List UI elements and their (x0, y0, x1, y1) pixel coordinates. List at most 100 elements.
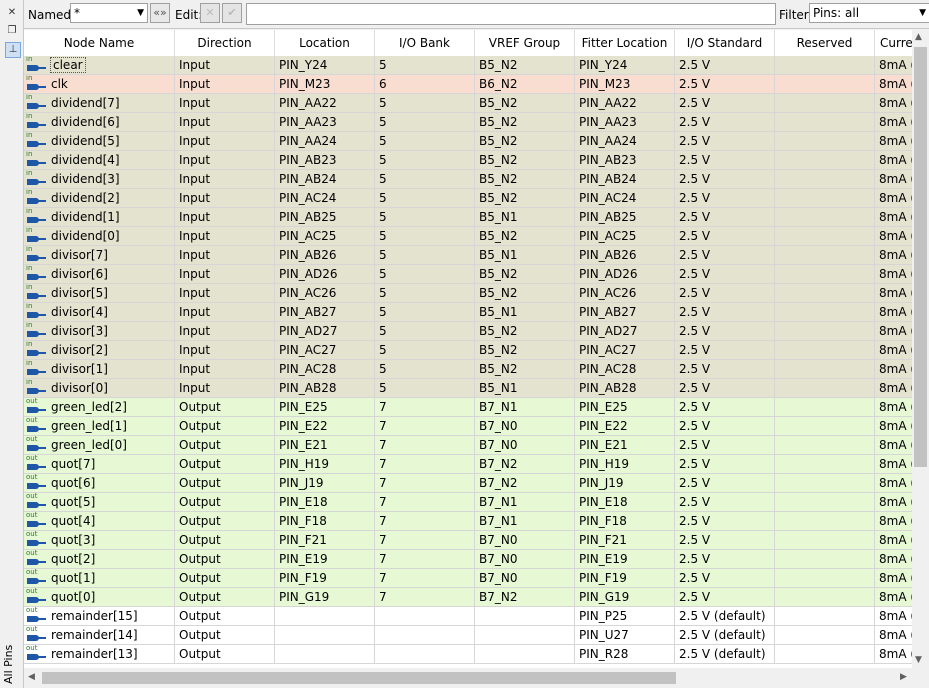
cell-fitter-location[interactable]: PIN_AB25 (575, 208, 675, 227)
scroll-left-icon[interactable]: ◀ (28, 672, 35, 682)
table-row[interactable]: in divisor[5] Input PIN_AC26 5 B5_N2 PIN_AC26 2… (24, 284, 912, 303)
horizontal-scroll-thumb[interactable] (42, 672, 676, 684)
cell-node-name[interactable]: out quot[4] (24, 512, 175, 531)
cell-vref-group[interactable]: B7_N2 (475, 455, 575, 474)
cell-location[interactable] (275, 607, 375, 626)
cell-node-name[interactable]: out quot[7] (24, 455, 175, 474)
cell-current-strength[interactable]: 8mA (default) (875, 56, 912, 75)
cell-direction[interactable]: Input (175, 151, 275, 170)
cell-vref-group[interactable]: B5_N2 (475, 151, 575, 170)
cell-location[interactable]: PIN_AB23 (275, 151, 375, 170)
cell-reserved[interactable] (775, 208, 875, 227)
cell-io-bank[interactable]: 7 (375, 512, 475, 531)
column-header-io-bank[interactable]: I/O Bank (375, 30, 475, 56)
cell-io-bank[interactable]: 5 (375, 208, 475, 227)
cell-fitter-location[interactable]: PIN_AC27 (575, 341, 675, 360)
cell-io-bank[interactable]: 5 (375, 265, 475, 284)
cell-reserved[interactable] (775, 227, 875, 246)
cell-fitter-location[interactable]: PIN_AB23 (575, 151, 675, 170)
cell-vref-group[interactable] (475, 626, 575, 645)
cell-fitter-location[interactable]: PIN_E18 (575, 493, 675, 512)
cell-vref-group[interactable]: B5_N2 (475, 113, 575, 132)
cell-io-bank[interactable]: 5 (375, 94, 475, 113)
cell-current-strength[interactable]: 8mA (default) (875, 132, 912, 151)
cell-node-name[interactable]: in clk (24, 75, 175, 94)
cell-reserved[interactable] (775, 436, 875, 455)
cell-location[interactable]: PIN_AC25 (275, 227, 375, 246)
table-row[interactable]: in divisor[4] Input PIN_AB27 5 B5_N1 PIN_AB27 2… (24, 303, 912, 322)
cell-node-name[interactable]: out green_led[2] (24, 398, 175, 417)
cell-vref-group[interactable]: B7_N1 (475, 493, 575, 512)
cell-fitter-location[interactable]: PIN_E19 (575, 550, 675, 569)
cell-direction[interactable]: Output (175, 512, 275, 531)
cell-fitter-location[interactable]: PIN_E25 (575, 398, 675, 417)
table-row[interactable]: out green_led[1] Output PIN_E22 7 B7_N0 PIN_E2… (24, 417, 912, 436)
cell-current-strength[interactable]: 8mA (default) (875, 303, 912, 322)
cell-io-standard[interactable]: 2.5 V (675, 588, 775, 607)
cell-direction[interactable]: Output (175, 436, 275, 455)
cell-io-standard[interactable]: 2.5 V (675, 569, 775, 588)
cell-current-strength[interactable]: 8mA (default) (875, 151, 912, 170)
cell-vref-group[interactable]: B7_N1 (475, 512, 575, 531)
cell-current-strength[interactable]: 8mA (default) (875, 417, 912, 436)
cell-io-standard[interactable]: 2.5 V (default) (675, 626, 775, 645)
cell-direction[interactable]: Input (175, 56, 275, 75)
pin-panel-icon[interactable]: ⊥ (5, 42, 21, 58)
cell-node-name[interactable]: in dividend[6] (24, 113, 175, 132)
cell-current-strength[interactable]: 8mA (default) (875, 360, 912, 379)
cell-node-name[interactable]: out remainder[15] (24, 607, 175, 626)
cell-io-bank[interactable]: 5 (375, 227, 475, 246)
cell-vref-group[interactable]: B5_N2 (475, 322, 575, 341)
cell-direction[interactable]: Input (175, 227, 275, 246)
cell-io-bank[interactable]: 5 (375, 341, 475, 360)
cell-io-standard[interactable]: 2.5 V (675, 94, 775, 113)
cell-node-name[interactable]: out quot[0] (24, 588, 175, 607)
cell-io-bank[interactable]: 7 (375, 436, 475, 455)
cell-fitter-location[interactable]: PIN_AC28 (575, 360, 675, 379)
cell-reserved[interactable] (775, 512, 875, 531)
cell-io-standard[interactable]: 2.5 V (675, 132, 775, 151)
cell-direction[interactable]: Input (175, 360, 275, 379)
scroll-down-icon[interactable]: ▼ (915, 655, 922, 665)
cell-reserved[interactable] (775, 531, 875, 550)
cell-io-standard[interactable]: 2.5 V (675, 75, 775, 94)
table-row[interactable]: in dividend[4] Input PIN_AB23 5 B5_N2 PIN_AB23… (24, 151, 912, 170)
cell-reserved[interactable] (775, 398, 875, 417)
cell-direction[interactable]: Output (175, 455, 275, 474)
table-row[interactable]: in divisor[1] Input PIN_AC28 5 B5_N2 PIN_AC28 2… (24, 360, 912, 379)
cell-fitter-location[interactable]: PIN_AC24 (575, 189, 675, 208)
cell-direction[interactable]: Output (175, 626, 275, 645)
cell-current-strength[interactable]: 8mA (default) (875, 246, 912, 265)
cell-fitter-location[interactable]: PIN_J19 (575, 474, 675, 493)
cell-location[interactable]: PIN_J19 (275, 474, 375, 493)
cell-io-bank[interactable] (375, 607, 475, 626)
cell-location[interactable]: PIN_F18 (275, 512, 375, 531)
cell-io-standard[interactable]: 2.5 V (675, 151, 775, 170)
cell-node-name[interactable]: in divisor[7] (24, 246, 175, 265)
cell-io-standard[interactable]: 2.5 V (675, 208, 775, 227)
cell-direction[interactable]: Input (175, 94, 275, 113)
cell-direction[interactable]: Input (175, 246, 275, 265)
cell-io-standard[interactable]: 2.5 V (675, 265, 775, 284)
cell-io-standard[interactable]: 2.5 V (675, 474, 775, 493)
cell-direction[interactable]: Output (175, 493, 275, 512)
cell-current-strength[interactable]: 8mA (default) (875, 265, 912, 284)
cell-direction[interactable]: Input (175, 284, 275, 303)
cell-io-bank[interactable]: 5 (375, 132, 475, 151)
cell-current-strength[interactable]: 8mA (default) (875, 208, 912, 227)
cell-location[interactable]: PIN_AB28 (275, 379, 375, 398)
cell-location[interactable]: PIN_E25 (275, 398, 375, 417)
cell-io-bank[interactable]: 5 (375, 189, 475, 208)
cell-fitter-location[interactable]: PIN_AA22 (575, 94, 675, 113)
cell-direction[interactable]: Output (175, 531, 275, 550)
cell-io-bank[interactable]: 7 (375, 493, 475, 512)
cell-reserved[interactable] (775, 113, 875, 132)
cell-reserved[interactable] (775, 417, 875, 436)
cell-io-bank[interactable]: 5 (375, 379, 475, 398)
cell-direction[interactable]: Input (175, 265, 275, 284)
table-row[interactable]: out remainder[14] Output PIN_U27 2.5 V (defa… (24, 626, 912, 645)
cell-reserved[interactable] (775, 56, 875, 75)
column-header-fitter-location[interactable]: Fitter Location (575, 30, 675, 56)
cell-fitter-location[interactable]: PIN_AC26 (575, 284, 675, 303)
cell-current-strength[interactable]: 8mA (default) (875, 379, 912, 398)
